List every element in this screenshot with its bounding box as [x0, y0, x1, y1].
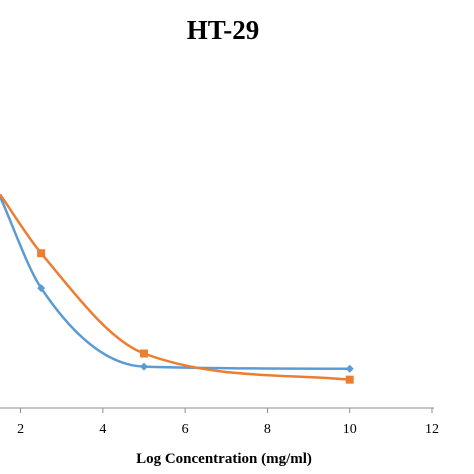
series-2-point [140, 349, 148, 358]
series-1-point [140, 362, 148, 371]
x-tick-label: 10 [343, 422, 357, 437]
series-1-point [37, 284, 46, 293]
series-2-point [37, 249, 46, 258]
series-1-line [0, 196, 350, 371]
plot-area [0, 193, 354, 384]
x-tick-label: 12 [425, 422, 439, 437]
series-1-point [345, 364, 354, 373]
x-tick-label: 8 [264, 422, 271, 437]
series-2-point [345, 375, 354, 384]
chart-title: HT-29 [187, 15, 260, 45]
x-axis-label: Log Concentration (mg/ml) [136, 451, 312, 467]
x-tick-label: 2 [17, 422, 24, 437]
series-2-line [0, 193, 350, 381]
x-tick-label: 4 [99, 422, 106, 437]
x-tick-label: 6 [182, 422, 189, 437]
x-axis-ticks: 2 4 6 8 10 12 [17, 408, 439, 437]
